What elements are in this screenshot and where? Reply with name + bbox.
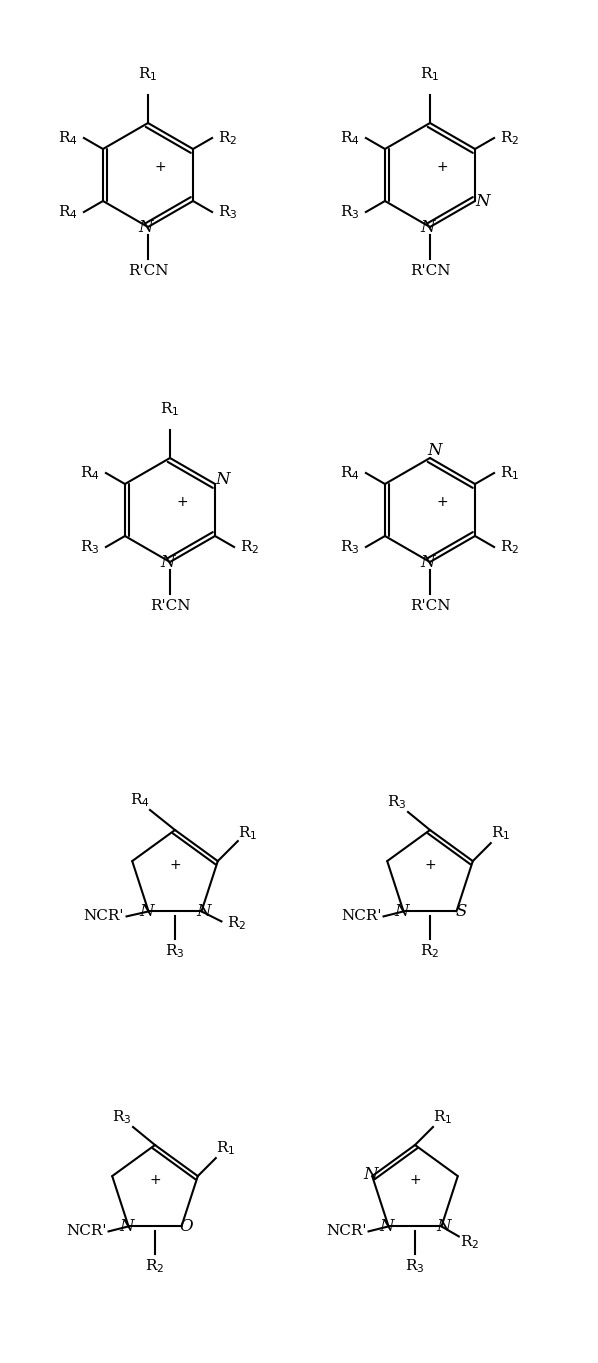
Text: R$_1$: R$_1$ [216, 1139, 236, 1157]
Text: R$_1$: R$_1$ [160, 401, 179, 418]
Text: N: N [436, 1219, 451, 1235]
Text: S: S [456, 902, 467, 920]
Text: N: N [476, 192, 490, 210]
Text: R$_1$: R$_1$ [138, 65, 158, 83]
Text: R$_1$: R$_1$ [491, 825, 511, 842]
Text: +: + [169, 857, 181, 872]
Text: R'CN: R'CN [410, 598, 450, 613]
Text: NCR': NCR' [83, 909, 124, 923]
Text: R$_3$: R$_3$ [112, 1108, 132, 1126]
Text: N: N [428, 442, 443, 458]
Text: +: + [176, 495, 188, 508]
Text: R$_1$: R$_1$ [420, 65, 440, 83]
Text: R$_1$: R$_1$ [434, 1108, 453, 1126]
Text: R$_2$: R$_2$ [501, 129, 520, 147]
Text: R$_4$: R$_4$ [58, 203, 78, 221]
Text: N: N [421, 218, 435, 236]
Text: R$_2$: R$_2$ [240, 538, 260, 556]
Text: R$_4$: R$_4$ [130, 791, 150, 808]
Text: O: O [179, 1219, 193, 1235]
Text: +: + [409, 1174, 421, 1187]
Text: R'CN: R'CN [128, 264, 168, 278]
Text: +: + [154, 159, 166, 174]
Text: R$_2$: R$_2$ [420, 943, 440, 961]
Text: NCR': NCR' [66, 1224, 107, 1239]
Text: N: N [421, 553, 435, 571]
Text: R$_4$: R$_4$ [340, 465, 360, 483]
Text: R$_2$: R$_2$ [218, 129, 238, 147]
Text: R$_2$: R$_2$ [145, 1258, 164, 1276]
Text: R$_3$: R$_3$ [405, 1258, 425, 1276]
Text: N: N [394, 902, 409, 920]
Text: R$_4$: R$_4$ [340, 129, 360, 147]
Text: NCR': NCR' [327, 1224, 367, 1239]
Text: R$_1$: R$_1$ [501, 465, 520, 483]
Text: R$_3$: R$_3$ [80, 538, 100, 556]
Text: N: N [379, 1219, 394, 1235]
Text: N: N [161, 553, 175, 571]
Text: N: N [139, 902, 154, 920]
Text: R$_3$: R$_3$ [218, 203, 238, 221]
Text: R$_1$: R$_1$ [238, 825, 258, 842]
Text: R'CN: R'CN [410, 264, 450, 278]
Text: R$_3$: R$_3$ [340, 203, 359, 221]
Text: +: + [436, 495, 448, 508]
Text: R$_3$: R$_3$ [165, 943, 185, 961]
Text: R$_3$: R$_3$ [388, 793, 407, 811]
Text: N: N [196, 902, 210, 920]
Text: R$_2$: R$_2$ [501, 538, 520, 556]
Text: N: N [216, 470, 230, 488]
Text: R'CN: R'CN [150, 598, 190, 613]
Text: N: N [119, 1219, 134, 1235]
Text: NCR': NCR' [341, 909, 382, 923]
Text: R$_4$: R$_4$ [80, 465, 100, 483]
Text: R$_2$: R$_2$ [227, 915, 246, 932]
Text: +: + [436, 159, 448, 174]
Text: R$_4$: R$_4$ [58, 129, 78, 147]
Text: +: + [424, 857, 436, 872]
Text: R$_2$: R$_2$ [459, 1234, 479, 1251]
Text: N: N [139, 218, 153, 236]
Text: N: N [363, 1165, 377, 1183]
Text: R$_3$: R$_3$ [340, 538, 359, 556]
Text: +: + [149, 1174, 161, 1187]
